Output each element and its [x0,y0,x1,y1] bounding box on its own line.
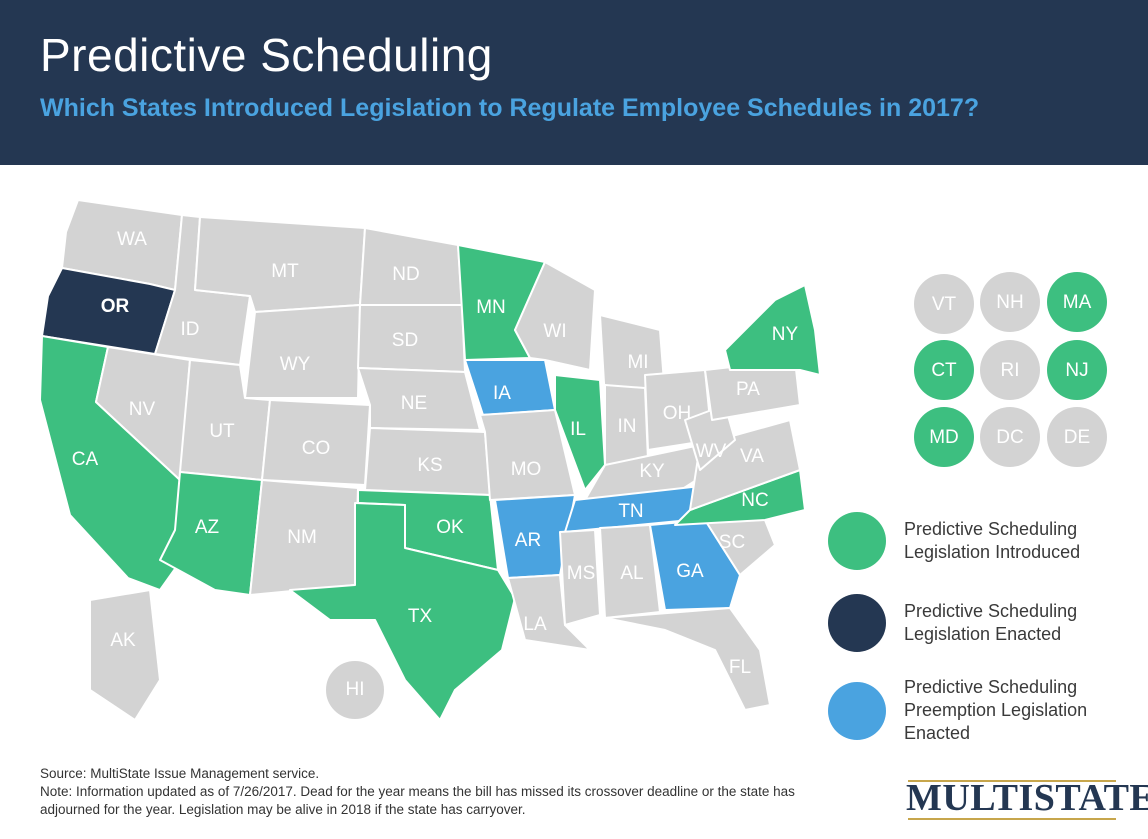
state-circle-label-vt: VT [932,294,957,315]
state-label-fl: FL [729,657,751,678]
logo-text: MultiState [906,777,1148,819]
state-label-ny: NY [772,324,799,345]
legend-item-enacted: Predictive Scheduling Legislation Enacte… [828,594,1114,652]
state-circle-label-ri: RI [1001,360,1020,381]
state-label-ga: GA [676,561,704,582]
legend-label-introduced: Predictive Scheduling Legislation Introd… [904,519,1081,562]
state-circle-nj [1047,340,1107,400]
state-label-nm: NM [287,527,317,548]
state-label-ks: KS [417,455,442,476]
state-ky [584,444,713,501]
state-label-hi: HI [346,679,365,700]
state-label-mn: MN [476,297,506,318]
state-label-nd: ND [392,264,419,285]
header-banner: Predictive Scheduling Which States Intro… [0,0,1148,165]
state-circle-ma [1047,272,1107,332]
logo-rule-bottom [908,818,1116,820]
state-circle-dc [980,407,1040,467]
state-label-or: OR [101,296,130,317]
state-label-mi: MI [627,352,648,373]
state-la [507,574,591,651]
state-ak [89,589,161,721]
state-label-mt: MT [271,261,299,282]
state-label-sc: SC [719,532,745,553]
state-circle-md [914,407,974,467]
state-il [554,374,606,491]
update-note-line2: adjourned for the year. Legislation may … [40,802,526,817]
state-label-tn: TN [618,501,643,522]
state-ny [724,284,821,376]
source-note: Source: MultiState Issue Management serv… [40,766,320,781]
state-label-va: VA [740,446,764,467]
state-label-ne: NE [401,393,427,414]
legend-swatch-introduced [828,512,886,570]
state-label-nc: NC [741,490,768,511]
state-circle-nh [980,272,1040,332]
legend-label-preemption: Predictive Scheduling Preemption Legisla… [904,677,1088,743]
state-label-nv: NV [129,399,156,420]
state-circle-label-dc: DC [996,427,1023,448]
state-wi [514,261,596,371]
state-label-co: CO [302,438,331,459]
state-label-id: ID [181,319,200,340]
legend-item-preemption: Predictive Scheduling Preemption Legisla… [828,676,1114,745]
state-label-ky: KY [639,461,665,482]
state-ms [559,529,601,626]
legend-label-enacted: Predictive Scheduling Legislation Enacte… [904,601,1078,644]
page-subtitle: Which States Introduced Legislation to R… [40,94,980,122]
state-label-ut: UT [209,421,235,442]
state-label-wy: WY [280,354,311,375]
state-circle-label-nh: NH [996,292,1023,313]
logo-rule-top [908,780,1116,782]
state-label-tx: TX [408,606,433,627]
multistate-logo: MultiState [906,776,1148,820]
state-label-az: AZ [195,517,220,538]
page-title: Predictive Scheduling [40,29,493,81]
state-circle-label-de: DE [1064,427,1090,448]
state-label-ak: AK [110,630,136,651]
state-label-oh: OH [663,403,692,424]
state-circle-ri [980,340,1040,400]
footer-notes: Source: MultiState Issue Management serv… [40,765,840,819]
state-label-il: IL [570,419,586,440]
state-label-sd: SD [392,330,418,351]
state-label-wi: WI [543,321,566,342]
state-label-wv: WV [696,441,727,462]
state-label-wa: WA [117,229,147,250]
state-label-ia: IA [493,383,511,404]
state-circle-label-ct: CT [931,360,957,381]
state-fl [604,607,771,711]
state-circle-ct [914,340,974,400]
legend-swatch-enacted [828,594,886,652]
state-circle-vt [914,274,974,334]
legend-item-introduced: Predictive Scheduling Legislation Introd… [828,512,1114,570]
state-label-la: LA [523,614,547,635]
small-state-circles: VT NH MA CT RI NJ MD DC DE [914,272,1107,467]
state-circle-de [1047,407,1107,467]
state-label-mo: MO [511,459,542,480]
state-label-ok: OK [436,517,464,538]
legend-swatch-preemption [828,681,886,740]
state-circle-label-ma: MA [1063,292,1092,313]
state-hi [324,659,386,721]
state-label-al: AL [620,563,643,584]
us-map: WA OR CA ID NV MT WY UT AZ CO NM ND SD NE KS OK TX MN IA MO… [39,199,830,721]
state-label-ar: AR [515,530,541,551]
state-al [599,524,661,619]
state-circle-label-md: MD [929,427,959,448]
update-note-line1: Note: Information updated as of 7/26/201… [40,784,795,799]
state-label-pa: PA [736,379,760,400]
state-tx [289,502,516,721]
state-label-in: IN [618,416,637,437]
state-label-ca: CA [72,449,99,470]
state-label-ms: MS [567,563,596,584]
state-circle-label-nj: NJ [1065,360,1088,381]
state-wy [244,304,361,399]
